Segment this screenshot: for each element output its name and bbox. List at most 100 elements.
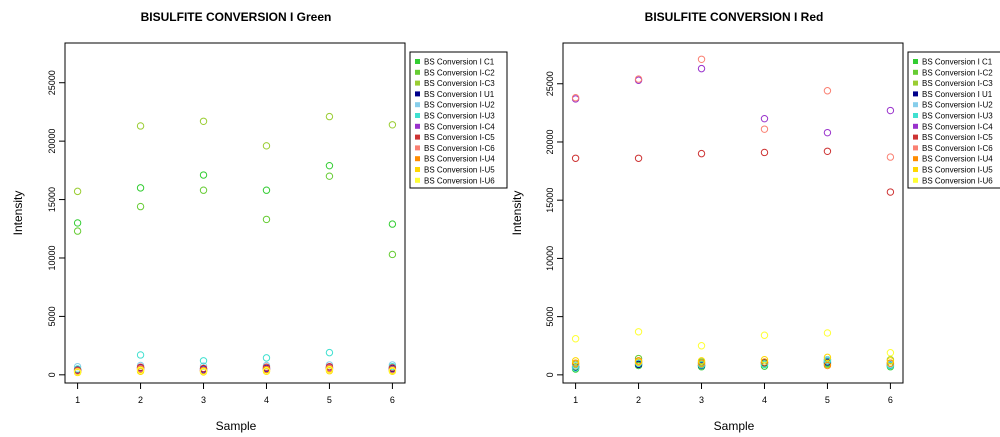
data-point (325, 112, 334, 121)
x-tick-label: 5 (825, 395, 830, 405)
data-point (199, 171, 208, 179)
data-point (886, 359, 895, 367)
legend-label: BS Conversion I-C3 (922, 79, 993, 88)
plot-frame (562, 42, 904, 384)
plot-frame (64, 42, 406, 384)
data-point (760, 125, 769, 133)
data-point (634, 358, 643, 366)
data-point (571, 359, 580, 367)
data-point (136, 122, 145, 130)
y-tick-label: 10000 (545, 246, 555, 271)
legend-swatch (415, 134, 420, 140)
y-tick-label: 20000 (545, 129, 555, 154)
legend-label: BS Conversion I-C4 (424, 122, 495, 131)
data-point (136, 184, 145, 192)
x-tick-label: 2 (138, 395, 143, 405)
legend-label: BS Conversion I-U2 (424, 101, 495, 110)
legend-label: BS Conversion I-U4 (424, 155, 495, 164)
legend-label: BS Conversion I-C3 (424, 79, 495, 88)
y-tick-label: 15000 (545, 188, 555, 213)
data-point (571, 335, 580, 343)
legend-label: BS Conversion I-U3 (922, 112, 993, 121)
x-tick-label: 3 (201, 395, 206, 405)
legend-swatch (415, 80, 420, 86)
x-tick-label: 2 (636, 395, 641, 405)
legend-swatch (913, 123, 918, 129)
legend-swatch (415, 102, 420, 108)
y-tick-label: 0 (47, 372, 57, 377)
x-axis-label: Sample (216, 419, 257, 433)
data-point (73, 368, 82, 376)
data-point (697, 359, 706, 367)
data-point (325, 172, 334, 180)
y-tick-label: 25000 (545, 71, 555, 96)
legend-box (907, 51, 1000, 189)
data-point (823, 147, 832, 155)
legend-swatch (415, 156, 420, 162)
x-tick-label: 3 (699, 395, 704, 405)
data-point (823, 361, 832, 370)
legend-label: BS Conversion I-U6 (922, 176, 993, 185)
legend-label: BS Conversion I-U2 (922, 101, 993, 110)
legend-label: BS Conversion I C1 (922, 58, 993, 67)
data-point (886, 106, 895, 115)
legend-label: BS Conversion I U1 (424, 90, 495, 99)
legend-swatch (913, 156, 918, 162)
legend-label: BS Conversion I U1 (922, 90, 993, 99)
data-point (262, 186, 271, 194)
legend-swatch (415, 113, 420, 118)
data-point (199, 364, 208, 373)
data-point (325, 161, 334, 170)
data-point (388, 364, 397, 372)
x-tick-label: 1 (75, 395, 80, 405)
y-axis: 0 5000 10000 15000 20000 25000 (545, 71, 563, 377)
x-tick-label: 6 (390, 395, 395, 405)
data-point (388, 367, 397, 375)
data-point (697, 357, 706, 365)
data-point (823, 128, 832, 137)
data-point (697, 149, 706, 158)
data-point (886, 188, 895, 196)
data-point (760, 331, 769, 339)
data-point (262, 363, 271, 371)
data-point (136, 351, 145, 359)
data-point (760, 148, 769, 157)
legend-swatch (913, 69, 918, 75)
legend-swatch (913, 177, 918, 183)
y-axis: 0 5000 10000 15000 20000 25000 (47, 70, 65, 377)
data-point (823, 353, 832, 362)
legend-label: BS Conversion I-C4 (922, 122, 993, 131)
data-point (760, 358, 769, 366)
legend-label: BS Conversion I-U4 (922, 155, 993, 164)
legend-label: BS Conversion I-C6 (922, 144, 993, 153)
x-tick-label: 4 (264, 395, 269, 405)
legend-swatch (913, 145, 918, 151)
data-point (823, 357, 832, 365)
data-point (325, 365, 334, 374)
data-point (73, 219, 82, 227)
data-point (199, 367, 208, 376)
data-point (697, 342, 706, 350)
legend-label: BS Conversion I-U6 (424, 176, 495, 185)
legend-label: BS Conversion I-C5 (922, 133, 993, 142)
legend-label: BS Conversion I-C6 (424, 144, 495, 153)
data-point (697, 55, 706, 64)
data-point (199, 357, 208, 365)
data-points (571, 55, 895, 373)
data-point (388, 121, 397, 129)
data-point (262, 215, 271, 224)
legend-swatch (415, 167, 420, 172)
data-point (634, 75, 643, 83)
data-point (262, 354, 271, 362)
legend-label: BS Conversion I-C5 (424, 133, 495, 142)
data-point (823, 329, 832, 337)
legend-swatch (913, 167, 918, 172)
data-point (823, 87, 832, 95)
data-point (634, 354, 643, 363)
data-point (886, 357, 895, 365)
data-point (73, 187, 82, 196)
data-points (73, 112, 397, 377)
y-tick-label: 20000 (47, 129, 57, 154)
